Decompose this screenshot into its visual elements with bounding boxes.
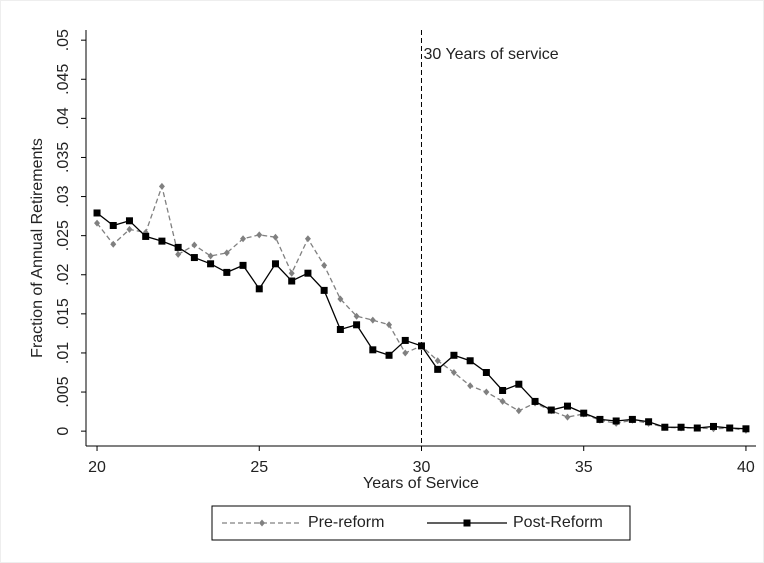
point: [191, 241, 198, 249]
point: [321, 261, 328, 269]
point: [386, 321, 393, 329]
point: [353, 321, 361, 329]
point: [369, 316, 376, 324]
point: [304, 235, 311, 243]
point: [271, 260, 279, 268]
point: [174, 243, 182, 251]
point: [450, 351, 458, 359]
point: [515, 380, 523, 388]
y-tick-label: .025: [55, 220, 72, 251]
y-tick-label: .03: [55, 185, 72, 207]
point: [158, 237, 166, 245]
y-axis-title: Fraction of Annual Retirements: [29, 138, 46, 358]
point: [563, 402, 571, 410]
point: [580, 409, 588, 417]
point: [158, 182, 165, 190]
y-tick-label: .04: [55, 107, 72, 129]
legend-marker: [463, 519, 471, 527]
y-tick-label: .01: [55, 342, 72, 364]
point: [272, 233, 279, 241]
legend-label: Pre-reform: [308, 514, 384, 531]
point: [693, 424, 701, 432]
point: [645, 418, 653, 426]
y-tick-label: .035: [55, 142, 72, 173]
point: [385, 351, 393, 359]
point: [483, 388, 490, 396]
point: [336, 325, 344, 333]
x-tick-label: 25: [250, 459, 268, 476]
point: [142, 232, 150, 240]
point: [709, 422, 717, 430]
x-tick-label: 40: [737, 459, 755, 476]
point: [467, 382, 474, 390]
y-tick-label: 0: [55, 427, 72, 436]
y-tick-label: .02: [55, 264, 72, 286]
point: [207, 252, 214, 260]
point: [596, 415, 604, 423]
x-tick-label: 20: [88, 459, 106, 476]
point: [661, 423, 669, 431]
point: [94, 219, 101, 227]
x-tick-label: 35: [575, 459, 593, 476]
point: [401, 336, 409, 344]
annotation: 30 Years of service: [423, 46, 558, 63]
point: [417, 342, 425, 350]
point: [256, 231, 263, 239]
point: [726, 424, 734, 432]
point: [126, 225, 133, 233]
point: [434, 357, 441, 365]
point: [337, 295, 344, 303]
x-axis-title: Years of Service: [363, 475, 479, 492]
y-tick-label: .05: [55, 29, 72, 51]
point: [482, 368, 490, 376]
point: [109, 221, 117, 229]
x-tick-label: 30: [413, 459, 431, 476]
point: [125, 217, 133, 225]
point: [402, 349, 409, 357]
y-tick-label: .015: [55, 298, 72, 329]
y-tick-label: .045: [55, 64, 72, 95]
legend-box: [211, 505, 631, 541]
point: [223, 249, 230, 257]
point: [742, 425, 750, 433]
point: [369, 346, 377, 354]
point: [223, 268, 231, 276]
legend-label: Post-Reform: [513, 514, 603, 531]
point: [499, 386, 507, 394]
point: [677, 423, 685, 431]
point: [628, 415, 636, 423]
point: [239, 261, 247, 269]
point: [499, 397, 506, 405]
y-tick-label: .005: [55, 376, 72, 407]
point: [255, 285, 263, 293]
point: [207, 260, 215, 268]
point: [288, 277, 296, 285]
point: [175, 250, 182, 258]
point: [304, 269, 312, 277]
point: [110, 240, 117, 248]
point: [93, 209, 101, 217]
point: [515, 407, 522, 415]
point: [190, 254, 198, 262]
legend-marker: [259, 519, 265, 527]
point: [564, 413, 571, 421]
point: [434, 365, 442, 373]
point: [353, 312, 360, 320]
point: [450, 368, 457, 376]
point: [531, 397, 539, 405]
point: [320, 286, 328, 294]
point: [612, 417, 620, 425]
point: [547, 406, 555, 414]
point: [466, 357, 474, 365]
point: [288, 269, 295, 277]
point: [240, 235, 247, 243]
